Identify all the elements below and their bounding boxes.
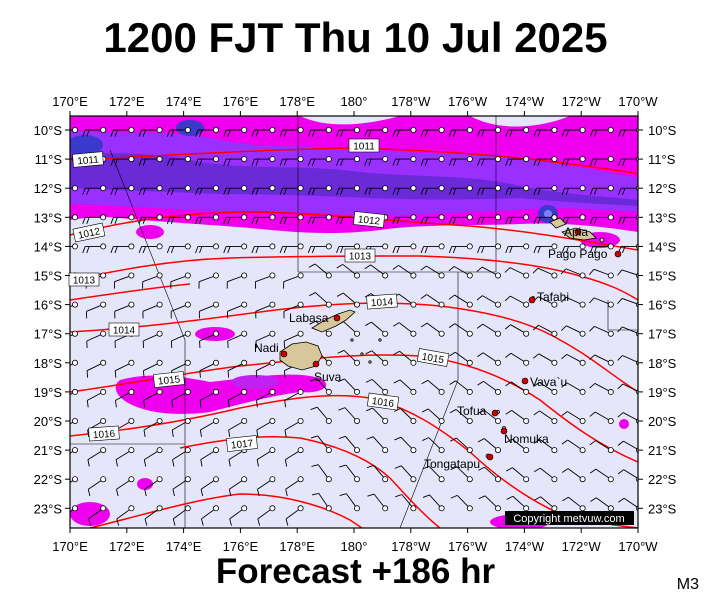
isobar-label: 1011 [353, 142, 375, 153]
lon-label: 172°E [109, 539, 145, 554]
lat-label: 11°S [648, 152, 676, 167]
lat-label: 12°S [34, 181, 63, 196]
place-tongatapu: Tongatapu [424, 457, 480, 471]
lon-label: 172°W [562, 94, 602, 109]
lon-label: 172°W [562, 539, 602, 554]
copyright-box: Copyright metvuw.com [505, 511, 634, 525]
lon-label: 174°E [166, 539, 202, 554]
lon-label: 172°E [109, 94, 145, 109]
lat-label: 19°S [648, 385, 677, 400]
place-tofua: Tofua [457, 404, 487, 418]
place-nomuka: Nomuka [504, 432, 549, 446]
lon-label: 178°W [391, 94, 431, 109]
isobar-label: 1014 [113, 326, 136, 337]
isobar-label: 1017 [230, 438, 254, 451]
lat-label: 18°S [34, 356, 63, 371]
lon-label: 178°E [279, 94, 315, 109]
isobar-label: 1013 [73, 276, 96, 287]
lat-label: 10°S [648, 123, 677, 138]
place-labels: Apia Pago Pago Tafahi Labasa Nadi Suva V… [254, 225, 608, 471]
island-savaii [549, 217, 567, 229]
lon-label: 176°E [223, 94, 259, 109]
lat-label: 17°S [34, 327, 63, 342]
lat-label: 13°S [648, 210, 677, 225]
place-tafahi: Tafahi [537, 290, 569, 304]
isobar-label: 1016 [93, 429, 116, 442]
lat-label: 23°S [34, 501, 63, 516]
place-labasa: Labasa [289, 311, 329, 325]
isobar-label: 1012 [77, 226, 101, 241]
isobar-label: 1014 [371, 297, 394, 310]
model-label: M3 [676, 576, 699, 593]
lat-label: 21°S [34, 443, 63, 458]
lat-label: 16°S [648, 298, 677, 313]
lon-label: 180° [341, 94, 368, 109]
lon-label: 180° [341, 539, 368, 554]
isobar-label: 1013 [349, 252, 372, 263]
place-vavau: Vava`u [530, 375, 567, 389]
isobar-label: 1011 [77, 155, 100, 168]
lat-label: 14°S [34, 239, 63, 254]
lat-label: 23°S [648, 501, 677, 516]
lon-label: 176°W [448, 539, 488, 554]
place-markers [280, 228, 622, 461]
lon-label: 174°E [166, 94, 202, 109]
lon-label: 176°W [448, 94, 488, 109]
isobar-label: 1015 [157, 374, 181, 387]
lat-label: 15°S [648, 269, 677, 284]
wind-barbs [70, 127, 638, 526]
lon-label: 170°E [52, 94, 88, 109]
lat-label: 18°S [648, 356, 677, 371]
lon-label: 174°W [505, 539, 545, 554]
island-viti-levu [279, 341, 323, 371]
lat-label: 11°S [35, 152, 63, 167]
map-title: 1200 FJT Thu 10 Jul 2025 [103, 14, 608, 61]
lat-label: 16°S [34, 298, 63, 313]
lat-label: 13°S [34, 210, 63, 225]
copyright-text: Copyright metvuw.com [513, 513, 624, 525]
forecast-hours: Forecast +186 hr [215, 552, 496, 591]
lat-label: 14°S [648, 239, 677, 254]
place-pago-pago: Pago Pago [548, 247, 608, 261]
lat-label: 10°S [34, 123, 63, 138]
lat-label: 12°S [648, 181, 677, 196]
axis-tickmarks [65, 111, 643, 533]
lat-label: 22°S [34, 472, 63, 487]
lat-label: 15°S [34, 269, 63, 284]
latitude-labels-left: 10°S 11°S 12°S 13°S 14°S 15°S 16°S 17°S 18°S 19°S… [34, 123, 63, 516]
isobar-label: 1015 [421, 352, 445, 367]
place-apia: Apia [564, 225, 588, 239]
lat-label: 20°S [34, 414, 63, 429]
lon-label: 178°W [391, 539, 431, 554]
longitude-labels-top: 170°E 172°E 174°E 176°E 178°E 180° 178°W 176°W 1… [52, 94, 658, 109]
lon-label: 170°W [618, 539, 658, 554]
lat-label: 20°S [648, 414, 677, 429]
place-suva: Suva [314, 370, 342, 384]
isobar-label: 1012 [357, 214, 381, 227]
isobar-labels: 1011 1012 1012 1013 1013 1014 1014 1015 … [68, 138, 450, 452]
island-vanua-levu [311, 309, 356, 333]
lon-label: 174°W [505, 94, 545, 109]
lat-label: 21°S [648, 443, 677, 458]
longitude-labels-bottom: 170°E 172°E 174°E 176°E 178°E 180° 178°W 176°W 1… [52, 539, 658, 554]
place-nadi: Nadi [254, 341, 279, 355]
lon-label: 170°E [52, 539, 88, 554]
latitude-labels-right: 10°S 11°S 12°S 13°S 14°S 15°S 16°S 17°S 18°S 19°S… [648, 123, 677, 516]
lat-label: 17°S [648, 327, 677, 342]
lon-label: 176°E [223, 539, 259, 554]
isobar-label: 1016 [371, 396, 395, 410]
lat-label: 19°S [34, 385, 63, 400]
lon-label: 178°E [279, 539, 315, 554]
lat-label: 22°S [648, 472, 677, 487]
lon-label: 170°W [618, 94, 658, 109]
